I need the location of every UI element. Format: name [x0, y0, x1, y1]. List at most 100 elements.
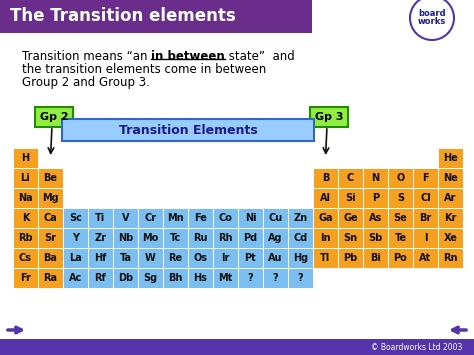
FancyBboxPatch shape	[38, 189, 63, 208]
FancyBboxPatch shape	[64, 248, 88, 268]
Text: Co: Co	[219, 213, 232, 223]
FancyBboxPatch shape	[38, 248, 63, 268]
Text: Ac: Ac	[69, 273, 82, 283]
FancyBboxPatch shape	[388, 168, 412, 187]
FancyBboxPatch shape	[164, 228, 188, 247]
FancyBboxPatch shape	[364, 189, 388, 208]
Text: Zr: Zr	[94, 233, 107, 243]
Text: Sc: Sc	[69, 213, 82, 223]
FancyBboxPatch shape	[38, 168, 63, 187]
FancyBboxPatch shape	[13, 248, 37, 268]
FancyBboxPatch shape	[213, 228, 237, 247]
Text: F: F	[422, 173, 429, 183]
Text: Zn: Zn	[293, 213, 308, 223]
Text: the transition elements come in between: the transition elements come in between	[22, 63, 266, 76]
FancyBboxPatch shape	[188, 248, 213, 268]
FancyBboxPatch shape	[188, 208, 213, 228]
FancyBboxPatch shape	[388, 208, 412, 228]
Text: Fr: Fr	[20, 273, 31, 283]
FancyBboxPatch shape	[38, 268, 63, 288]
Text: Ti: Ti	[95, 213, 106, 223]
Text: Rf: Rf	[95, 273, 106, 283]
FancyBboxPatch shape	[438, 168, 463, 187]
Text: Na: Na	[18, 193, 33, 203]
Text: © Boardworks Ltd 2003: © Boardworks Ltd 2003	[371, 343, 462, 351]
Text: Ru: Ru	[193, 233, 208, 243]
Text: S: S	[397, 193, 404, 203]
FancyBboxPatch shape	[64, 208, 88, 228]
FancyBboxPatch shape	[164, 248, 188, 268]
FancyBboxPatch shape	[64, 268, 88, 288]
FancyBboxPatch shape	[213, 208, 237, 228]
Text: Kr: Kr	[444, 213, 456, 223]
Text: V: V	[122, 213, 129, 223]
Text: Sb: Sb	[368, 233, 383, 243]
Text: In: In	[320, 233, 331, 243]
FancyBboxPatch shape	[388, 228, 412, 247]
FancyBboxPatch shape	[313, 168, 337, 187]
Text: Group 2 and Group 3.: Group 2 and Group 3.	[22, 76, 150, 89]
FancyBboxPatch shape	[438, 148, 463, 168]
Text: Mo: Mo	[142, 233, 159, 243]
FancyBboxPatch shape	[438, 228, 463, 247]
FancyBboxPatch shape	[288, 208, 312, 228]
Text: Pd: Pd	[244, 233, 257, 243]
FancyBboxPatch shape	[138, 228, 163, 247]
FancyBboxPatch shape	[138, 268, 163, 288]
FancyBboxPatch shape	[413, 168, 438, 187]
Text: Po: Po	[393, 253, 407, 263]
Text: Bi: Bi	[370, 253, 381, 263]
Text: Ir: Ir	[221, 253, 230, 263]
Text: Nb: Nb	[118, 233, 133, 243]
Text: K: K	[22, 213, 29, 223]
Text: Se: Se	[393, 213, 407, 223]
Text: board: board	[418, 9, 446, 17]
FancyBboxPatch shape	[0, 339, 474, 355]
FancyBboxPatch shape	[413, 189, 438, 208]
Text: At: At	[419, 253, 431, 263]
Text: Y: Y	[72, 233, 79, 243]
FancyBboxPatch shape	[88, 248, 113, 268]
Text: Ni: Ni	[245, 213, 256, 223]
Text: Re: Re	[168, 253, 182, 263]
Text: As: As	[369, 213, 382, 223]
Text: Mt: Mt	[219, 273, 233, 283]
Text: Gp 3: Gp 3	[315, 112, 343, 122]
FancyBboxPatch shape	[138, 248, 163, 268]
Text: Ca: Ca	[44, 213, 57, 223]
Text: Fe: Fe	[194, 213, 207, 223]
Text: ?: ?	[273, 273, 278, 283]
Text: Cu: Cu	[268, 213, 283, 223]
FancyBboxPatch shape	[413, 248, 438, 268]
Text: Cd: Cd	[293, 233, 308, 243]
Text: Ar: Ar	[444, 193, 456, 203]
Text: Al: Al	[320, 193, 331, 203]
Text: Transition means “an: Transition means “an	[22, 50, 151, 63]
FancyBboxPatch shape	[264, 268, 288, 288]
FancyBboxPatch shape	[438, 208, 463, 228]
Text: W: W	[145, 253, 156, 263]
FancyBboxPatch shape	[113, 208, 137, 228]
Text: Br: Br	[419, 213, 432, 223]
FancyBboxPatch shape	[288, 228, 312, 247]
FancyBboxPatch shape	[238, 248, 263, 268]
Text: Hs: Hs	[193, 273, 208, 283]
FancyBboxPatch shape	[13, 268, 37, 288]
FancyBboxPatch shape	[188, 228, 213, 247]
Text: Hg: Hg	[293, 253, 308, 263]
FancyBboxPatch shape	[88, 208, 113, 228]
Text: Gp 2: Gp 2	[40, 112, 68, 122]
Text: Pb: Pb	[343, 253, 357, 263]
Circle shape	[410, 0, 454, 40]
FancyBboxPatch shape	[264, 248, 288, 268]
Text: Sr: Sr	[45, 233, 56, 243]
Text: Rh: Rh	[218, 233, 233, 243]
Text: Os: Os	[193, 253, 208, 263]
FancyBboxPatch shape	[313, 228, 337, 247]
FancyBboxPatch shape	[338, 189, 363, 208]
Text: Xe: Xe	[444, 233, 457, 243]
Text: H: H	[21, 153, 29, 163]
Text: C: C	[347, 173, 354, 183]
Text: Si: Si	[345, 193, 356, 203]
FancyBboxPatch shape	[64, 228, 88, 247]
